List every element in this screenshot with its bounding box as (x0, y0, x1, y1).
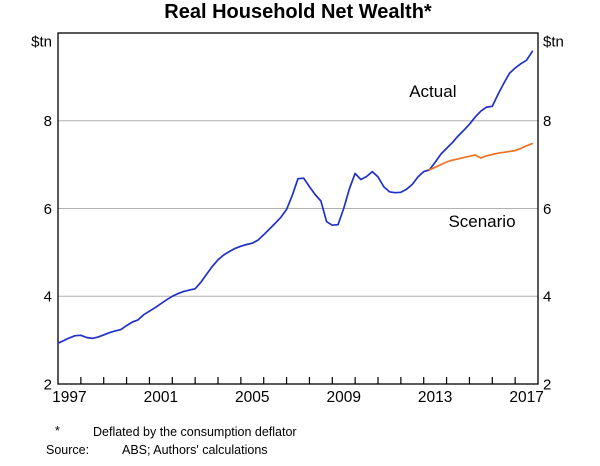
footnote: * Deflated by the consumption deflator (0, 424, 600, 439)
series-label-actual: Actual (409, 82, 456, 101)
x-tick-label: 2009 (326, 389, 360, 406)
x-minor-ticks (80, 377, 516, 384)
y-unit-label-right: $tn (543, 33, 564, 50)
y-tick-label-right: 8 (543, 113, 551, 130)
source-line: Source: ABS; Authors' calculations (0, 443, 600, 458)
y-tick-label-left: 4 (44, 289, 52, 306)
y-tick-label-left: 2 (44, 376, 52, 393)
y-tick-label-right: 6 (543, 201, 551, 218)
y-tick-label-left: 8 (44, 113, 52, 130)
y-tick-label-right: 4 (543, 289, 551, 306)
chart-title: Real Household Net Wealth* (164, 1, 432, 23)
x-tick-label: 2005 (235, 389, 269, 406)
gridlines (58, 120, 538, 297)
x-tick-label: 2017 (509, 389, 543, 406)
x-tick-label: 1997 (52, 389, 86, 406)
y-tick-label-right: 2 (543, 376, 551, 393)
footnote-marker: * (55, 424, 60, 438)
x-tick-label: 2013 (418, 389, 452, 406)
scenario-line (428, 142, 534, 171)
footnote-text: Deflated by the consumption deflator (93, 425, 297, 439)
y-unit-label-left: $tn (31, 33, 52, 50)
actual-line (57, 50, 534, 345)
source-text: ABS; Authors' calculations (122, 443, 268, 457)
plot-border (57, 32, 539, 385)
source-label: Source: (46, 443, 90, 457)
y-tick-label-left: 6 (44, 201, 52, 218)
x-tick-label: 2001 (144, 389, 178, 406)
series-label-scenario: Scenario (448, 212, 515, 231)
